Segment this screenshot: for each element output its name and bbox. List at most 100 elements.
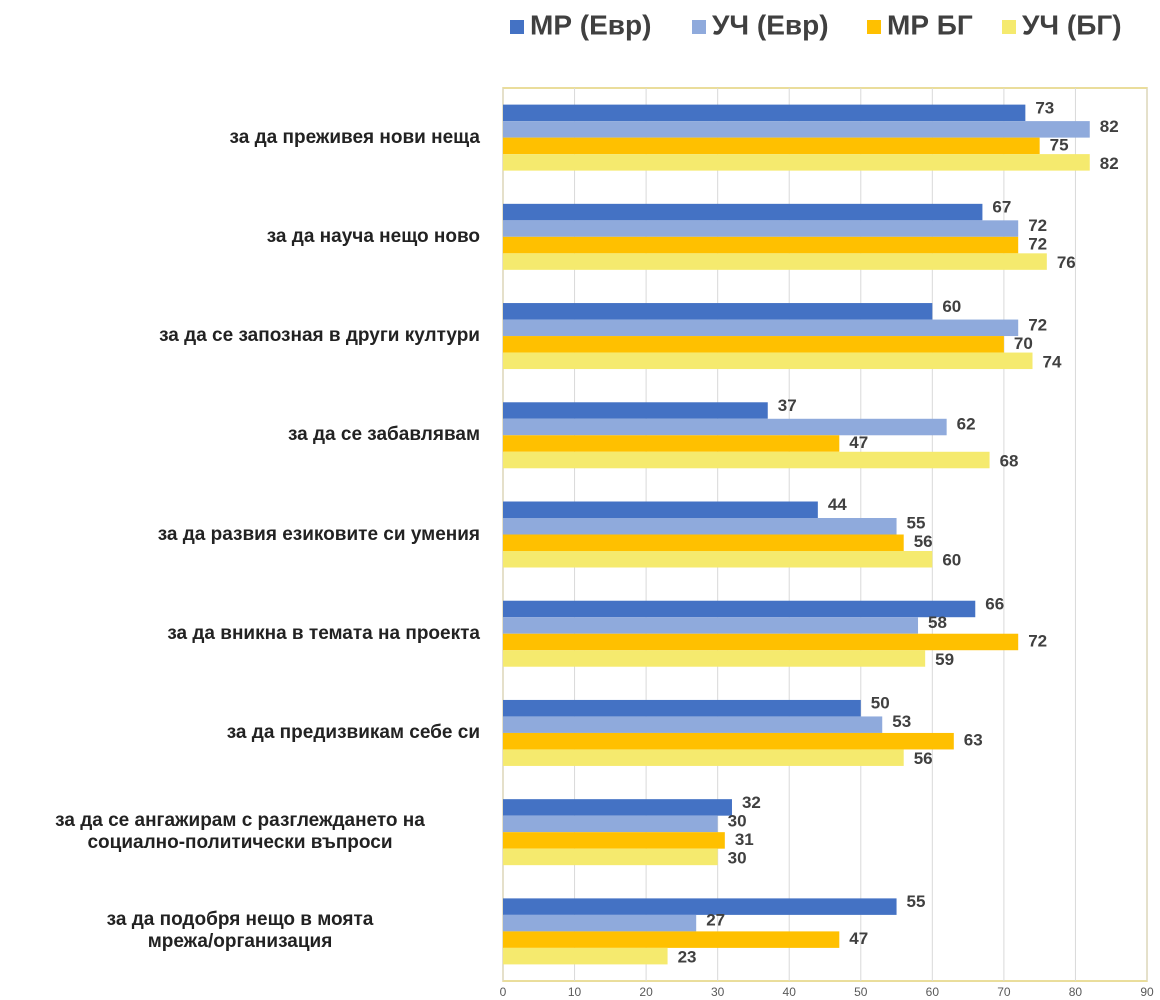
category-label: за да се ангажирам с разглеждането на со… bbox=[55, 810, 425, 854]
bar bbox=[503, 699, 861, 717]
x-tick-label: 30 bbox=[711, 985, 725, 999]
category-label: за да развия езиковите си умения bbox=[157, 523, 480, 545]
value-label: 62 bbox=[957, 415, 976, 434]
bar bbox=[503, 352, 1033, 370]
legend-label: УЧ (БГ) bbox=[1022, 9, 1122, 40]
bar bbox=[503, 551, 933, 568]
legend-swatch bbox=[692, 20, 706, 34]
bar bbox=[503, 947, 668, 965]
x-tick-label: 70 bbox=[997, 985, 1011, 999]
value-label: 55 bbox=[907, 514, 926, 533]
value-label: 56 bbox=[914, 532, 933, 551]
value-label: 72 bbox=[1028, 216, 1047, 235]
value-label: 63 bbox=[964, 731, 983, 750]
x-tick-label: 60 bbox=[926, 985, 940, 999]
legend-label: МР БГ bbox=[887, 9, 973, 40]
value-label: 75 bbox=[1050, 135, 1069, 154]
bar bbox=[503, 815, 718, 833]
x-tick-label: 40 bbox=[783, 985, 797, 999]
bar bbox=[503, 336, 1004, 353]
bar bbox=[503, 799, 732, 816]
value-label: 58 bbox=[928, 613, 947, 632]
bar bbox=[503, 319, 1019, 337]
bar bbox=[503, 650, 926, 667]
value-label: 72 bbox=[1028, 315, 1047, 334]
value-label: 73 bbox=[1035, 98, 1054, 117]
bar bbox=[503, 914, 697, 932]
bar bbox=[503, 303, 933, 320]
bar bbox=[503, 518, 897, 535]
category-label: за да се забавлявам bbox=[287, 424, 480, 446]
x-tick-label: 0 bbox=[500, 985, 507, 999]
value-label: 82 bbox=[1100, 154, 1119, 173]
value-label: 50 bbox=[871, 694, 890, 713]
bar bbox=[503, 749, 904, 766]
bar bbox=[503, 898, 897, 915]
category-label: за да вникна в темата на проекта bbox=[167, 622, 480, 644]
category-label: за да преживея нови неща bbox=[229, 126, 480, 148]
bar bbox=[503, 832, 725, 849]
value-label: 44 bbox=[828, 495, 847, 514]
bar bbox=[503, 104, 1026, 122]
x-tick-label: 50 bbox=[854, 985, 868, 999]
bar bbox=[503, 451, 990, 469]
value-label: 37 bbox=[778, 396, 797, 415]
value-label: 70 bbox=[1014, 334, 1033, 353]
category-label: за да се запозная в други култури bbox=[159, 325, 480, 347]
bar bbox=[503, 600, 976, 618]
value-label: 31 bbox=[735, 830, 754, 849]
bar bbox=[503, 154, 1090, 171]
legend-swatch bbox=[510, 20, 524, 34]
bar bbox=[503, 121, 1090, 138]
value-label: 55 bbox=[907, 892, 926, 911]
value-label: 30 bbox=[728, 848, 747, 867]
bar bbox=[503, 137, 1040, 155]
bar bbox=[503, 931, 840, 948]
value-label: 27 bbox=[706, 911, 725, 930]
bar bbox=[503, 220, 1019, 237]
bar bbox=[503, 716, 883, 733]
x-tick-label: 10 bbox=[568, 985, 582, 999]
value-label: 60 bbox=[942, 551, 961, 570]
value-label: 53 bbox=[892, 712, 911, 731]
value-label: 47 bbox=[849, 929, 868, 948]
category-label: за да науча нещо ново bbox=[266, 225, 480, 247]
bar bbox=[503, 236, 1019, 254]
bar bbox=[503, 848, 718, 866]
value-label: 76 bbox=[1057, 253, 1076, 272]
x-tick-label: 90 bbox=[1140, 985, 1154, 999]
value-label: 47 bbox=[849, 433, 868, 452]
value-label: 74 bbox=[1043, 352, 1062, 371]
legend-label: УЧ (Евр) bbox=[712, 9, 829, 40]
value-label: 72 bbox=[1028, 631, 1047, 650]
bar bbox=[503, 402, 768, 419]
category-label: за да предизвикам себе си bbox=[226, 721, 480, 743]
bar bbox=[503, 617, 919, 634]
value-label: 82 bbox=[1100, 117, 1119, 136]
bar bbox=[503, 534, 904, 551]
value-label: 60 bbox=[942, 297, 961, 316]
value-label: 59 bbox=[935, 650, 954, 669]
bar bbox=[503, 501, 818, 518]
legend-swatch bbox=[1002, 20, 1016, 34]
value-label: 30 bbox=[728, 811, 747, 830]
value-label: 56 bbox=[914, 749, 933, 768]
value-label: 23 bbox=[678, 948, 697, 967]
bar bbox=[503, 418, 947, 436]
bar bbox=[503, 633, 1019, 651]
bar bbox=[503, 435, 840, 452]
x-tick-label: 80 bbox=[1069, 985, 1083, 999]
legend-label: МР (Евр) bbox=[530, 9, 651, 40]
value-label: 72 bbox=[1028, 235, 1047, 254]
legend-swatch bbox=[867, 20, 881, 34]
bar bbox=[503, 253, 1047, 270]
bar bbox=[503, 732, 954, 750]
value-label: 68 bbox=[1000, 452, 1019, 471]
value-label: 32 bbox=[742, 793, 761, 812]
category-label: за да подобря нещо в моята мрежа/организ… bbox=[106, 909, 374, 953]
x-tick-label: 20 bbox=[639, 985, 653, 999]
bar bbox=[503, 203, 983, 221]
value-label: 66 bbox=[985, 594, 1004, 613]
